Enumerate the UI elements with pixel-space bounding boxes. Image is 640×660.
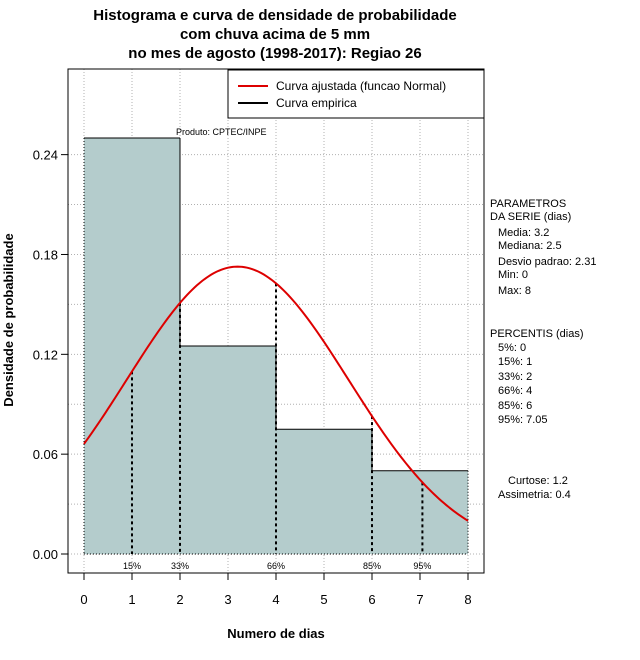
histogram-bar bbox=[180, 346, 276, 554]
y-axis-label: Densidade de probabilidade bbox=[1, 233, 16, 406]
x-tick-label: 2 bbox=[176, 592, 183, 607]
histogram-bar bbox=[276, 429, 372, 554]
percentil-95: 95%: 7.05 bbox=[498, 414, 548, 426]
stat-curtose: Curtose: 1.2 bbox=[508, 475, 568, 487]
x-tick-label: 8 bbox=[464, 592, 471, 607]
percentil-5: 5%: 0 bbox=[498, 342, 526, 354]
legend-box bbox=[227, 69, 485, 119]
percentile-label: 95% bbox=[413, 561, 431, 571]
x-tick-label: 4 bbox=[272, 592, 279, 607]
x-tick-label: 5 bbox=[320, 592, 327, 607]
chart-title-line-2: com chuva acima de 5 mm bbox=[180, 26, 370, 43]
x-tick-label: 0 bbox=[80, 592, 87, 607]
percentil-85: 85%: 6 bbox=[498, 400, 532, 412]
param-media: Media: 3.2 bbox=[498, 227, 549, 239]
percentil-33: 33%: 2 bbox=[498, 371, 532, 383]
param-min: Min: 0 bbox=[498, 269, 528, 281]
legend-empirical-label: Curva empirica bbox=[276, 96, 357, 110]
x-tick-label: 6 bbox=[368, 592, 375, 607]
percentil-66: 66%: 4 bbox=[498, 385, 532, 397]
params-header-2: DA SERIE (dias) bbox=[490, 211, 571, 223]
param-desvio: Desvio padrao: 2.31 bbox=[498, 256, 596, 268]
legend-fitted-label: Curva ajustada (funcao Normal) bbox=[276, 79, 446, 93]
histogram-bar bbox=[84, 138, 180, 554]
chart-title-line-1: Histograma e curva de densidade de proba… bbox=[93, 7, 456, 24]
percentile-label: 33% bbox=[171, 561, 189, 571]
percentil-15: 15%: 1 bbox=[498, 356, 532, 368]
x-axis-label: Numero de dias bbox=[227, 626, 325, 641]
fitted-normal-curve bbox=[83, 265, 469, 522]
param-max: Max: 8 bbox=[498, 285, 531, 297]
param-mediana: Mediana: 2.5 bbox=[498, 240, 562, 252]
histogram-bar bbox=[372, 470, 468, 554]
parameters-panel: PARAMETROS DA SERIE (dias) Media: 3.2 Me… bbox=[490, 198, 596, 501]
percentile-label: 15% bbox=[123, 561, 141, 571]
percentile-labels: 15% 33% 66% 85% 95% bbox=[123, 561, 431, 571]
y-tick-label: 0.18 bbox=[33, 247, 58, 262]
chart-title-line-3: no mes de agosto (1998-2017): Regiao 26 bbox=[128, 45, 421, 62]
percentile-label: 66% bbox=[267, 561, 285, 571]
x-tick-label: 7 bbox=[416, 592, 423, 607]
percentis-header: PERCENTIS (dias) bbox=[490, 328, 584, 340]
y-axis: 0.00 0.06 0.12 0.18 0.24 bbox=[33, 148, 69, 562]
x-axis: 0 1 2 3 4 5 6 7 8 bbox=[80, 572, 472, 607]
percentile-label: 85% bbox=[363, 561, 381, 571]
y-tick-label: 0.00 bbox=[33, 547, 58, 562]
x-tick-label: 3 bbox=[224, 592, 231, 607]
stat-assimetria: Assimetria: 0.4 bbox=[498, 489, 571, 501]
y-tick-label: 0.06 bbox=[33, 447, 58, 462]
params-header-1: PARAMETROS bbox=[490, 198, 566, 210]
y-tick-label: 0.24 bbox=[33, 148, 58, 163]
y-tick-label: 0.12 bbox=[33, 347, 58, 362]
legend: Curva ajustada (funcao Normal) Curva emp… bbox=[227, 69, 485, 119]
percentile-lines bbox=[131, 283, 424, 554]
x-tick-label: 1 bbox=[128, 592, 135, 607]
histogram-bars bbox=[83, 137, 469, 555]
credit-text: Produto: CPTEC/INPE bbox=[176, 127, 267, 137]
